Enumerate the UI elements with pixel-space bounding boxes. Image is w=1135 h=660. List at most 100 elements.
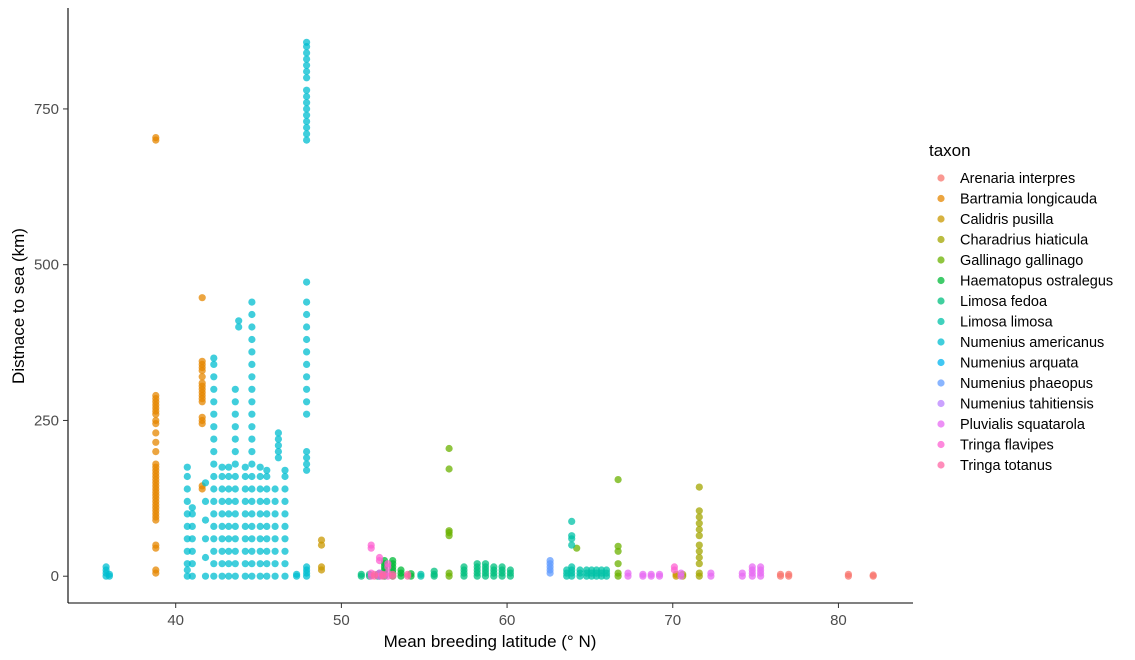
data-point (568, 532, 576, 540)
data-point (303, 49, 311, 57)
data-point (460, 563, 468, 571)
data-point (225, 472, 233, 481)
data-point (241, 547, 249, 555)
data-point (241, 497, 249, 505)
data-point (389, 570, 397, 578)
data-point (183, 497, 191, 505)
data-point (248, 485, 256, 493)
data-point (210, 448, 218, 456)
data-point (231, 560, 239, 568)
data-point (614, 569, 622, 577)
data-point (303, 61, 311, 69)
data-point (231, 535, 239, 543)
legend-label: Calidris pusilla (960, 212, 1054, 228)
data-point (263, 497, 271, 505)
legend-label: Numenius arquata (960, 356, 1079, 372)
data-point (231, 448, 239, 456)
data-point (303, 385, 311, 393)
data-point (303, 335, 311, 344)
data-point (102, 563, 110, 571)
legend-label: Charadrius hiaticula (960, 233, 1089, 249)
data-point (614, 542, 622, 550)
legend-key (937, 215, 945, 223)
data-point (210, 410, 218, 418)
data-point (445, 465, 453, 473)
data-point (201, 516, 210, 524)
data-point (695, 560, 703, 568)
data-point (235, 323, 243, 331)
data-point (210, 497, 218, 505)
data-point (218, 510, 226, 518)
data-point (241, 522, 249, 531)
data-point (263, 572, 271, 580)
data-point (256, 497, 264, 505)
legend-label: Haematopus ostralegus (960, 274, 1113, 290)
data-point (655, 570, 664, 578)
data-point (263, 510, 271, 518)
data-point (231, 472, 239, 481)
data-point (231, 460, 239, 468)
data-point (225, 485, 233, 493)
data-point (210, 472, 218, 481)
data-point (384, 560, 392, 568)
data-point (568, 563, 576, 571)
legend-item: Numenius phaeopus (937, 376, 1093, 392)
data-point (263, 472, 271, 481)
series-1 (152, 134, 206, 577)
y-tick-label: 500 (34, 257, 59, 274)
data-point (188, 560, 196, 568)
data-point (303, 448, 311, 456)
legend-item: Tringa flavipes (937, 438, 1054, 454)
data-point (152, 460, 160, 468)
points-layer (102, 38, 877, 580)
legend-label: Arenaria interpres (960, 171, 1075, 187)
legend-label: Gallinago gallinago (960, 253, 1083, 269)
legend-key (937, 358, 945, 367)
data-point (695, 569, 703, 577)
data-point (256, 510, 264, 518)
data-point (281, 572, 289, 580)
legend-label: Numenius tahitiensis (960, 397, 1094, 413)
data-point (210, 485, 218, 493)
data-point (231, 510, 239, 518)
data-point (231, 423, 239, 431)
data-point (256, 485, 264, 493)
data-point (317, 563, 326, 571)
data-point (256, 547, 264, 555)
data-point (210, 572, 218, 580)
data-point (670, 563, 679, 571)
data-point (695, 532, 703, 540)
data-point (152, 438, 160, 446)
data-point (757, 563, 765, 571)
data-point (639, 570, 647, 578)
legend-item: Limosa limosa (937, 315, 1054, 331)
data-point (210, 460, 218, 468)
data-point (490, 563, 498, 571)
data-point (303, 278, 311, 286)
data-point (231, 497, 239, 505)
data-point (357, 570, 365, 578)
data-point (183, 522, 191, 531)
data-point (303, 348, 311, 356)
data-point (218, 560, 226, 568)
series-4 (445, 444, 622, 580)
legend-item: Numenius tahitiensis (937, 397, 1094, 413)
data-point (231, 435, 239, 443)
data-point (506, 566, 514, 574)
data-point (274, 435, 282, 443)
data-point (248, 410, 256, 418)
data-point (370, 570, 379, 578)
legend-item: Tringa totanus (937, 458, 1052, 474)
data-point (263, 560, 271, 568)
data-point (198, 294, 206, 302)
series-0 (776, 570, 877, 580)
data-point (375, 553, 384, 562)
legend-title: taxon (929, 141, 971, 160)
y-tick-label: 250 (34, 412, 59, 429)
data-point (152, 391, 160, 400)
data-point (417, 570, 425, 578)
data-point (248, 423, 256, 431)
data-point (241, 463, 249, 471)
data-point (248, 510, 256, 518)
data-point (274, 448, 282, 456)
